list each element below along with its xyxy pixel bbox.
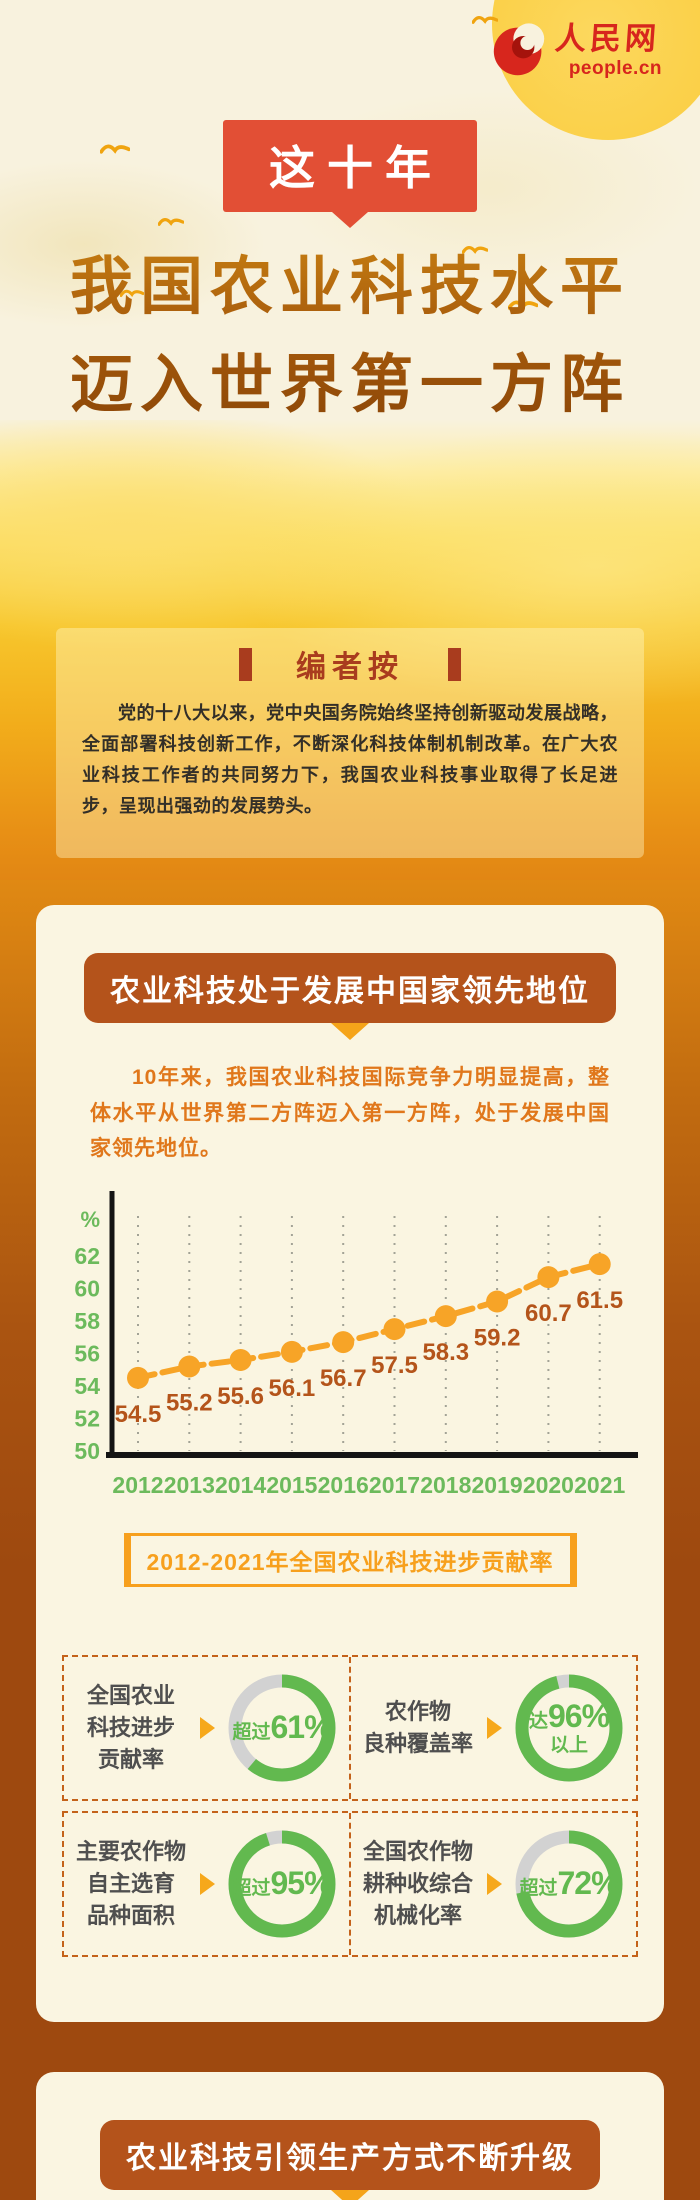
arrow-right-icon xyxy=(200,1873,215,1896)
svg-text:56: 56 xyxy=(74,1341,100,1367)
svg-text:2019: 2019 xyxy=(472,1472,523,1498)
stat-label: 全国农业 科技进步 贡献率 xyxy=(86,1683,175,1772)
stat-donut-text: 超过 72% xyxy=(519,1865,619,1902)
svg-text:50: 50 xyxy=(74,1438,100,1464)
section1-header: 农业科技处于发展中国家领先地位 xyxy=(84,953,616,1023)
chart-caption: 2012-2021年全国农业科技进步贡献率 xyxy=(123,1533,577,1588)
bird-icon xyxy=(462,246,488,254)
svg-text:56.1: 56.1 xyxy=(269,1375,316,1402)
stat-label: 主要农作物 自主选育 品种面积 xyxy=(75,1839,186,1928)
svg-text:2013: 2013 xyxy=(164,1472,215,1498)
stat-donut-chart: 超过 61% xyxy=(223,1669,341,1787)
arrow-right-icon xyxy=(487,1873,502,1896)
bird-icon xyxy=(472,16,498,24)
wheat-field-background xyxy=(0,420,700,910)
stat-contribution-rate: 全国农业 科技进步 贡献率 超过 61% xyxy=(64,1657,349,1799)
svg-text:2021: 2021 xyxy=(574,1472,625,1498)
editor-note-body: 党的十八大以来，党中央国务院始终坚持创新驱动发展战略，全面部署科技创新工作，不断… xyxy=(82,703,618,817)
svg-text:61.5: 61.5 xyxy=(576,1287,623,1314)
svg-text:2018: 2018 xyxy=(420,1472,471,1498)
bird-icon xyxy=(120,289,144,298)
svg-text:52: 52 xyxy=(74,1406,100,1432)
stat-donut-text: 超过 61% xyxy=(232,1709,332,1746)
svg-text:2016: 2016 xyxy=(318,1472,369,1498)
stat-donut-text: 超过 95% xyxy=(232,1865,332,1902)
right-bar-icon xyxy=(448,647,461,681)
pointer-triangle-icon xyxy=(331,1023,369,1040)
page-title-line1: 我国农业科技水平 xyxy=(70,252,630,322)
page-title: 我国农业科技水平 迈入世界第一方阵 xyxy=(0,238,700,435)
stat-donut-chart: 超过 72% xyxy=(510,1825,628,1943)
svg-text:2014: 2014 xyxy=(215,1472,266,1498)
svg-text:2015: 2015 xyxy=(266,1472,317,1498)
svg-text:60: 60 xyxy=(74,1276,100,1302)
stat-self-bred-varieties: 主要农作物 自主选育 品种面积 超过 95% xyxy=(64,1813,349,1955)
stat-donut-chart: 达 96% 以上 xyxy=(510,1669,628,1787)
section-card-production-upgrade: 农业科技引领生产方式不断升级 xyxy=(36,2072,664,2200)
svg-text:60.7: 60.7 xyxy=(525,1300,572,1327)
series-tag-banner: 这十年 xyxy=(223,120,477,212)
section1-intro-text: 10年来，我国农业科技国际竞争力明显提高，整体水平从世界第二方阵迈入第一方阵，处… xyxy=(90,1066,610,1161)
svg-text:59.2: 59.2 xyxy=(474,1325,521,1352)
logo-site-domain: people.cn xyxy=(568,57,662,79)
svg-text:55.2: 55.2 xyxy=(166,1390,213,1417)
svg-text:%: % xyxy=(80,1207,100,1232)
people-cn-swirl-icon xyxy=(493,23,545,76)
svg-text:54: 54 xyxy=(74,1373,100,1399)
page-title-line2: 迈入世界第一方阵 xyxy=(70,350,630,421)
svg-text:57.5: 57.5 xyxy=(371,1352,418,1379)
svg-text:56.7: 56.7 xyxy=(320,1365,367,1392)
section-card-agtech-status: 农业科技处于发展中国家领先地位 10年来，我国农业科技国际竞争力明显提高，整体水… xyxy=(36,905,664,2022)
svg-text:62: 62 xyxy=(74,1243,100,1269)
stat-donut-chart: 超过 95% xyxy=(223,1825,341,1943)
svg-text:58: 58 xyxy=(74,1308,100,1334)
stats-row-2: 主要农作物 自主选育 品种面积 超过 95% 全国农作物 耕种收综合 机械化率 超过 72% xyxy=(62,1811,638,1958)
svg-text:2012: 2012 xyxy=(112,1472,163,1498)
svg-text:55.6: 55.6 xyxy=(217,1383,264,1410)
stat-label: 农作物 良种覆盖率 xyxy=(362,1699,473,1757)
svg-text:2017: 2017 xyxy=(369,1472,420,1498)
stat-seed-coverage: 农作物 良种覆盖率达 96% 以上 xyxy=(349,1657,636,1800)
section2-header: 农业科技引领生产方式不断升级 xyxy=(100,2120,600,2190)
stat-label: 全国农作物 耕种收综合 机械化率 xyxy=(362,1839,473,1928)
stats-row-1: 全国农业 科技进步 贡献率 超过 61% 农作物 良种覆盖率达 96% 以上 xyxy=(62,1655,638,1802)
svg-text:2020: 2020 xyxy=(523,1472,574,1498)
editor-note-title: 编者按 xyxy=(296,651,404,684)
editor-note-header: 编者按 xyxy=(56,642,644,686)
left-bar-icon xyxy=(239,647,252,681)
bird-icon xyxy=(100,144,130,154)
bird-icon xyxy=(508,300,538,310)
stat-donut-text: 达 96% 以上 xyxy=(528,1698,610,1756)
arrow-right-icon xyxy=(487,1717,502,1740)
svg-text:58.3: 58.3 xyxy=(422,1339,469,1366)
people-cn-logo: 人民网 people.cn xyxy=(491,20,662,79)
arrow-right-icon xyxy=(200,1717,215,1740)
pointer-triangle-icon xyxy=(331,2190,369,2200)
svg-text:54.5: 54.5 xyxy=(115,1401,162,1428)
editor-note-panel: 编者按 党的十八大以来，党中央国务院始终坚持创新驱动发展战略，全面部署科技创新工… xyxy=(56,628,644,858)
bird-icon xyxy=(158,218,184,226)
logo-site-name: 人民网 xyxy=(553,20,662,56)
stat-mechanization-rate: 全国农作物 耕种收综合 机械化率 超过 72% xyxy=(349,1813,636,1956)
